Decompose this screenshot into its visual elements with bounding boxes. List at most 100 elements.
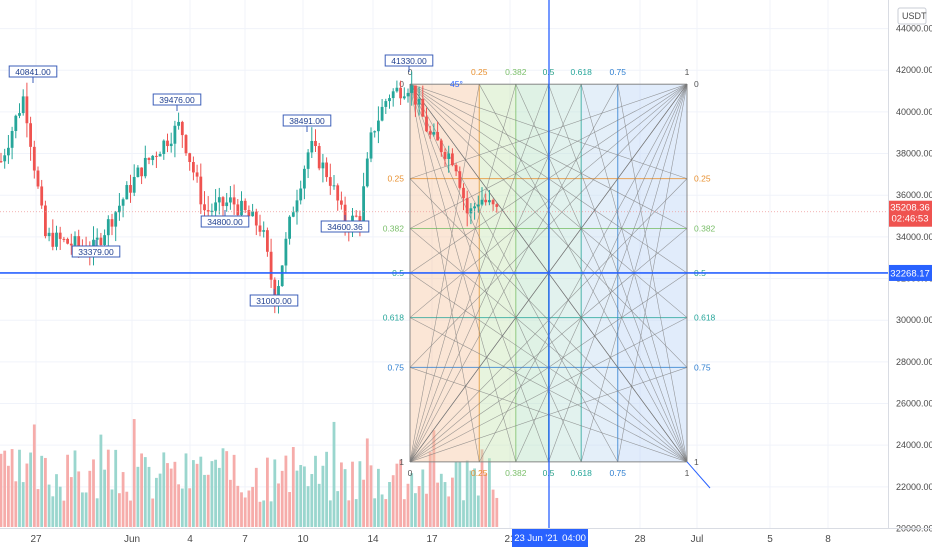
candle-body	[140, 167, 143, 177]
callout-label: 39476.00	[159, 95, 195, 105]
volume-bar	[103, 469, 106, 527]
gann-bottom-label: 1	[685, 468, 690, 478]
volume-bar	[447, 496, 451, 527]
y-tick-label: 36000.00	[896, 190, 932, 200]
y-tick-label: 38000.00	[896, 149, 932, 159]
candle-body	[295, 200, 299, 213]
candle-body	[214, 202, 217, 211]
candle-body	[155, 155, 158, 157]
volume-bar	[439, 473, 443, 527]
candle-body	[476, 204, 480, 207]
volume-bar	[247, 490, 251, 527]
x-tick-label: 14	[367, 534, 379, 545]
candle-body	[369, 132, 373, 159]
candle-body	[473, 206, 476, 209]
volume-bar	[155, 477, 158, 527]
x-tick-label: 17	[426, 534, 438, 545]
gann-top-label: 1	[685, 67, 690, 77]
volume-bar	[184, 453, 188, 527]
candle-body	[125, 185, 129, 200]
volume-bar	[336, 491, 340, 527]
horizontal-lines[interactable]	[0, 0, 888, 528]
candle-body	[36, 170, 40, 187]
candle-body	[192, 162, 195, 173]
volume-bar	[3, 450, 7, 527]
volume-bar	[443, 482, 447, 527]
candle-body	[388, 98, 391, 102]
candle-body	[73, 236, 77, 246]
volume-bar	[476, 495, 480, 527]
candle-body	[336, 185, 340, 201]
candle-body	[432, 132, 436, 135]
volume-bar	[177, 484, 180, 527]
candle-body	[425, 116, 428, 132]
volume-bar	[458, 461, 462, 527]
callout-label: 38491.00	[289, 116, 325, 126]
candle-body	[447, 153, 451, 159]
volume-bar	[417, 486, 421, 527]
candle-body	[325, 162, 328, 178]
candle-body	[428, 131, 432, 135]
candle-body	[14, 115, 18, 131]
x-tick-label: Jun	[124, 534, 140, 545]
gann-left-label: 1	[399, 457, 404, 467]
candle-body	[132, 176, 136, 193]
volume-bar	[47, 484, 51, 527]
candle-body	[166, 140, 169, 147]
gann-right-label: 0.382	[694, 223, 716, 233]
candle-body	[421, 98, 425, 117]
x-tick-label: 28	[634, 534, 646, 545]
candle-body	[188, 153, 192, 163]
candle-body	[362, 186, 365, 223]
gann-left-label: 0.618	[383, 313, 405, 323]
volume-bar	[369, 465, 373, 527]
candle-body	[162, 140, 166, 155]
volume-bar	[402, 499, 406, 527]
volume-bar	[314, 455, 317, 527]
y-tick-label: 24000.00	[896, 440, 932, 450]
x-tick-label: 4	[187, 534, 193, 545]
candle-body	[217, 197, 221, 203]
gann-right-label: 0.75	[694, 362, 711, 372]
candle-body	[495, 204, 499, 207]
volume-bar	[58, 486, 62, 527]
candle-body	[410, 85, 414, 93]
candle-body	[291, 212, 295, 217]
volume-bar	[40, 455, 44, 527]
gann-top-label: 0.75	[609, 67, 626, 77]
y-tick-label: 26000.00	[896, 399, 932, 409]
candle-body	[391, 91, 395, 99]
volume-bar	[343, 469, 347, 527]
candle-body	[399, 87, 402, 99]
volume-bar	[25, 463, 29, 527]
volume-bar	[166, 463, 169, 527]
volume-bar	[391, 475, 395, 527]
candle-body	[273, 279, 277, 307]
candle-body	[206, 210, 210, 212]
candle-body	[236, 204, 240, 216]
volume-bar	[147, 466, 151, 527]
volume-bar	[421, 469, 425, 527]
x-tick-label: 27	[30, 534, 42, 545]
volume-bar	[29, 452, 32, 527]
volume-bar	[362, 479, 365, 527]
volume-bar	[462, 500, 465, 527]
candle-body	[262, 230, 266, 232]
candle-body	[58, 232, 62, 239]
candle-body	[247, 210, 251, 217]
candle-body	[358, 216, 362, 223]
candle-body	[469, 208, 473, 214]
candle-body	[203, 204, 206, 211]
volume-bar	[129, 500, 132, 527]
date-tag	[512, 529, 588, 547]
candle-body	[243, 200, 247, 211]
candle-body	[199, 176, 203, 205]
gann-bottom-label: 0.75	[609, 468, 626, 478]
gann-right-label: 0.25	[694, 174, 711, 184]
volume-bar	[273, 459, 277, 527]
volume-bar	[62, 500, 66, 527]
candle-body	[184, 135, 188, 154]
candle-body	[210, 210, 214, 212]
volume-bar	[354, 499, 358, 527]
